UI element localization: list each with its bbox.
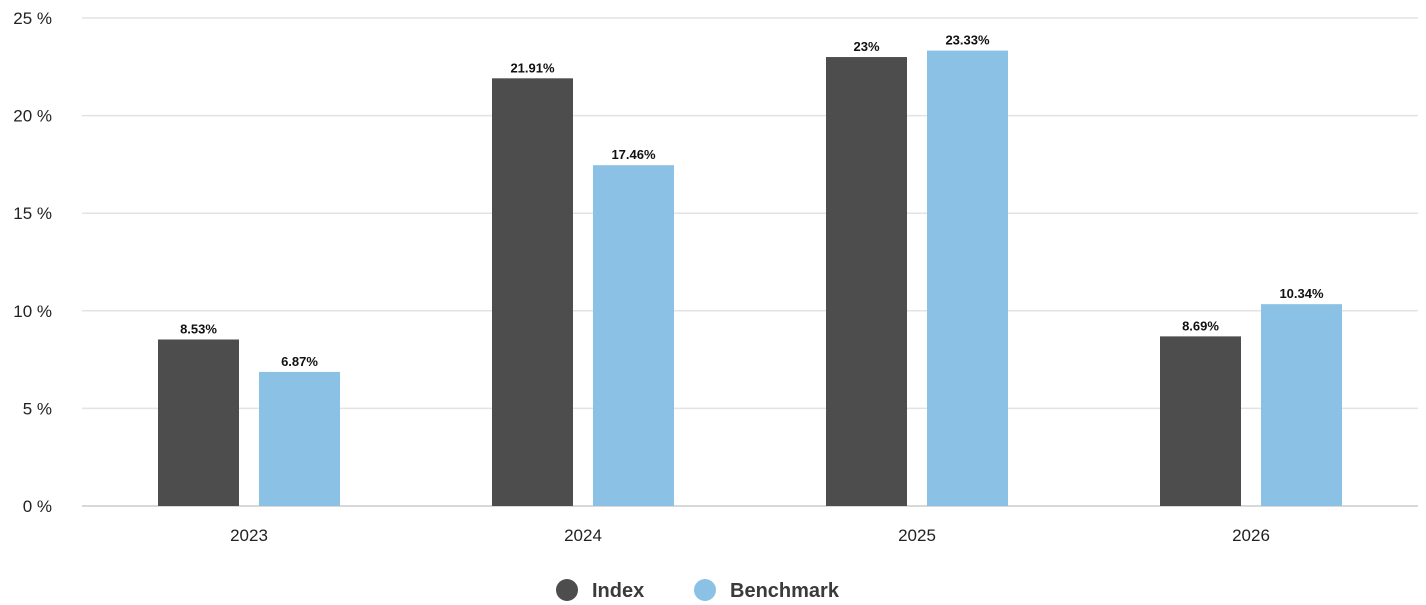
data-label: 8.69% <box>1182 318 1219 333</box>
data-label: 17.46% <box>611 147 656 162</box>
y-tick-label: 25 % <box>13 9 52 28</box>
data-label: 21.91% <box>510 60 555 75</box>
bar-index-2026 <box>1160 336 1241 506</box>
bar-index-2025 <box>826 57 907 506</box>
x-axis-ticks: 2023 2024 2025 2026 <box>230 526 1270 545</box>
legend-swatch <box>556 579 578 601</box>
legend-label: Index <box>592 580 644 602</box>
bar-index-2023 <box>158 339 239 506</box>
x-tick-label: 2025 <box>898 526 936 545</box>
y-axis-ticks: 0 % 5 % 10 % 15 % 20 % 25 % <box>13 9 52 516</box>
y-tick-label: 10 % <box>13 302 52 321</box>
legend-swatch <box>694 579 716 601</box>
bar-index-2024 <box>492 78 573 506</box>
x-tick-label: 2024 <box>564 526 602 545</box>
x-tick-label: 2026 <box>1232 526 1270 545</box>
data-label: 23.33% <box>945 33 990 48</box>
y-tick-label: 20 % <box>13 107 52 126</box>
x-tick-label: 2023 <box>230 526 268 545</box>
bar-benchmark-2024 <box>593 165 674 507</box>
y-tick-label: 5 % <box>23 399 52 418</box>
legend-item-index[interactable]: Index <box>556 579 644 602</box>
legend: Index Benchmark <box>556 579 840 602</box>
data-label: 6.87% <box>281 354 318 369</box>
legend-item-benchmark[interactable]: Benchmark <box>694 579 840 602</box>
bars <box>158 50 1342 507</box>
bar-benchmark-2026 <box>1261 304 1342 506</box>
data-label: 23% <box>853 39 879 54</box>
y-tick-label: 0 % <box>23 497 52 516</box>
data-labels: 8.53% 6.87% 21.91% 17.46% 23% 23.33% 8.69% 10.3… <box>180 33 1324 369</box>
y-tick-label: 15 % <box>13 204 52 223</box>
bar-benchmark-2025 <box>927 50 1008 507</box>
data-label: 8.53% <box>180 321 217 336</box>
data-label: 10.34% <box>1279 286 1324 301</box>
bar-benchmark-2023 <box>259 371 340 506</box>
legend-label: Benchmark <box>730 580 840 602</box>
